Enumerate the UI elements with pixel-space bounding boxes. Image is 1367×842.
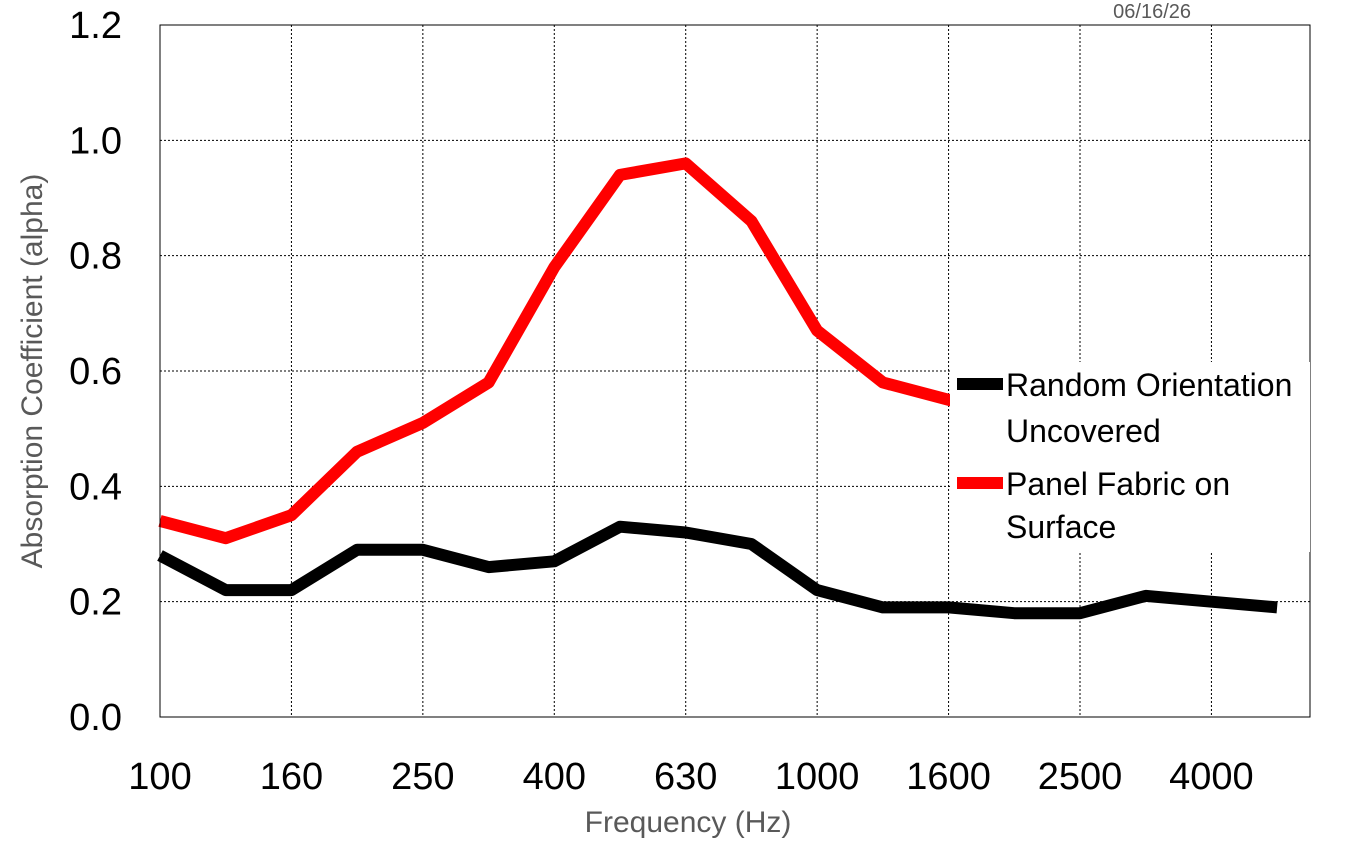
legend-label-random-orientation-line2: Uncovered [1006,413,1161,449]
x-tick-label: 250 [391,756,454,798]
legend-background [950,362,1310,552]
legend: Random Orientation Uncovered Panel Fabri… [950,362,1310,552]
y-tick-label: 0.8 [69,236,122,278]
x-tick-label: 1600 [906,756,991,798]
date-stamp: 06/16/26 [1113,1,1191,23]
y-tick-label: 0.2 [69,582,122,624]
series-line-random-orientation [157,520,1278,620]
y-tick-label: 1.2 [69,5,122,47]
y-tick-labels: 0.0 0.2 0.4 0.6 0.8 1.0 1.2 [69,5,122,739]
x-tick-labels: 100 160 250 400 630 1000 1600 2500 4000 [128,756,1253,798]
x-axis-title: Frequency (Hz) [585,806,792,839]
legend-label-panel-fabric-line1: Panel Fabric on [1006,466,1230,502]
legend-label-random-orientation-line1: Random Orientation [1006,367,1292,403]
x-tick-label: 400 [523,756,586,798]
x-tick-label: 160 [260,756,323,798]
x-tick-label: 2500 [1038,756,1123,798]
y-tick-label: 0.0 [69,697,122,739]
x-tick-label: 4000 [1169,756,1254,798]
x-tick-label: 630 [654,756,717,798]
y-tick-label: 0.6 [69,351,122,393]
y-tick-label: 0.4 [69,466,122,508]
x-tick-label: 1000 [775,756,860,798]
x-tick-label: 100 [128,756,191,798]
y-axis-title: Absorption Coefficient (alpha) [16,174,49,569]
y-tick-label: 1.0 [69,120,122,162]
legend-label-panel-fabric-line2: Surface [1006,509,1116,545]
